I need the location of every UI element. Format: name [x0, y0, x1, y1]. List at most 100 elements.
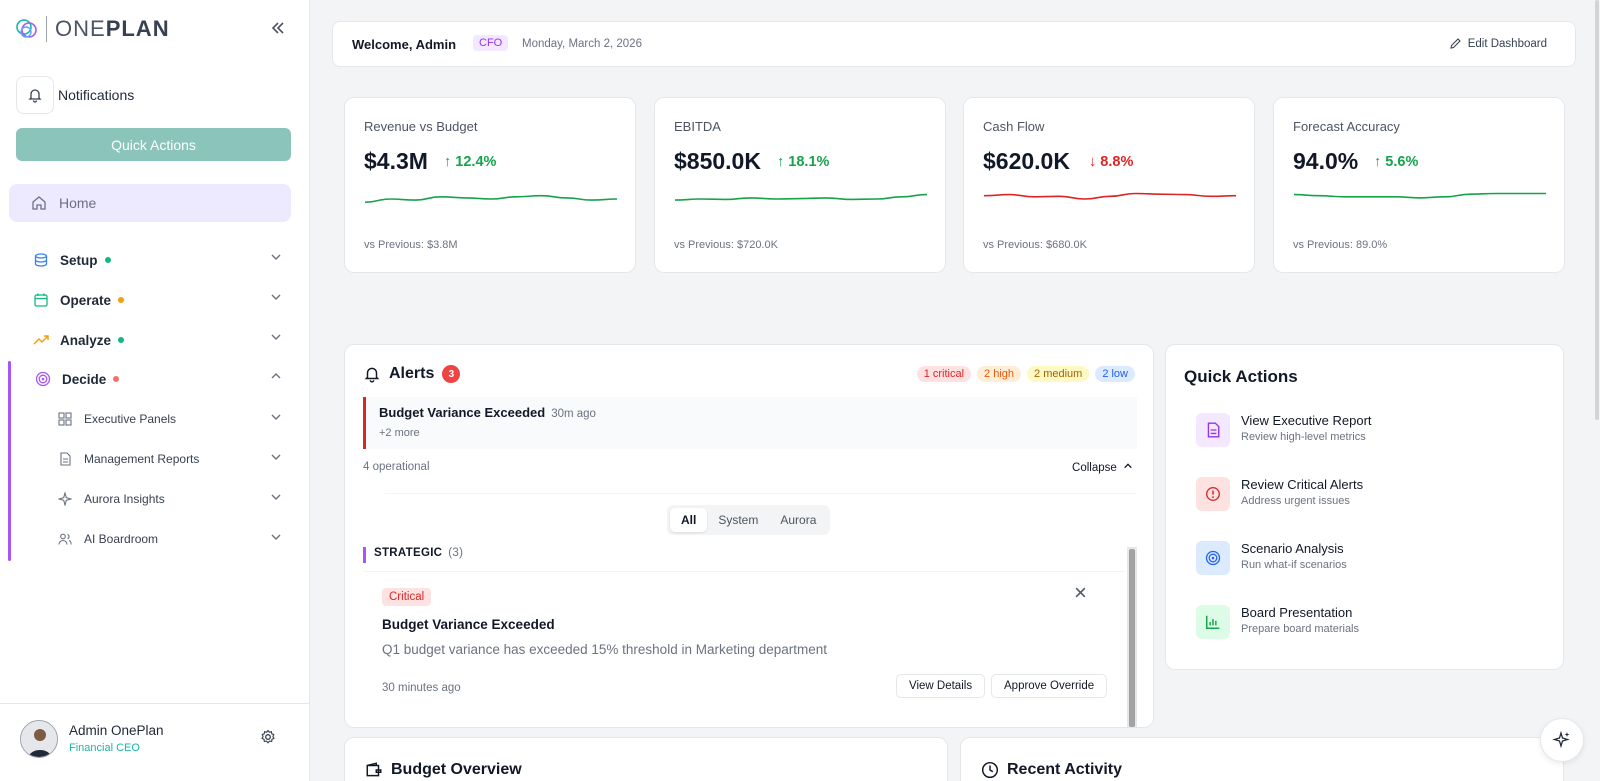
- home-icon: [32, 196, 46, 210]
- sidebar-subitem-label: Executive Panels: [84, 412, 177, 426]
- quick-actions-button[interactable]: Quick Actions: [16, 128, 291, 161]
- kpi-card-forecast-accuracy[interactable]: Forecast Accuracy 94.0% ↑ 5.6% vs Previo…: [1273, 97, 1565, 273]
- kpi-title: Revenue vs Budget: [364, 119, 478, 134]
- kpi-sparkline: [984, 192, 1236, 200]
- bell-icon: [364, 367, 380, 383]
- database-icon: [32, 251, 50, 269]
- kpi-card-revenue[interactable]: Revenue vs Budget $4.3M ↑ 12.4% vs Previ…: [344, 97, 636, 273]
- notifications-button[interactable]: Notifications: [16, 76, 134, 114]
- avatar[interactable]: [20, 720, 58, 758]
- recent-activity-panel: Recent Activity: [960, 737, 1564, 781]
- kpi-card-ebitda[interactable]: EBITDA $850.0K ↑ 18.1% vs Previous: $720…: [654, 97, 946, 273]
- users-icon: [56, 530, 74, 548]
- ai-assistant-button[interactable]: [1540, 718, 1584, 762]
- chevron-down-icon: [270, 411, 282, 426]
- kpi-value: $620.0K: [983, 148, 1070, 174]
- kpi-sparkline: [675, 193, 927, 201]
- user-profile: Admin OnePlan Financial CEO: [0, 703, 310, 781]
- status-dot: [118, 337, 125, 343]
- severity-tag: Critical: [382, 588, 432, 606]
- kpi-sparkline: [1294, 192, 1546, 199]
- kpi-change: ↑ 12.4%: [444, 154, 497, 170]
- bar-chart-icon: [1196, 605, 1230, 639]
- gear-icon: [261, 729, 275, 744]
- recent-activity-header: Recent Activity: [981, 761, 1122, 779]
- active-section-indicator: [8, 361, 11, 561]
- calendar-icon: [32, 291, 50, 309]
- sidebar-item-setup[interactable]: Setup: [32, 248, 282, 272]
- user-avatar-icon: [21, 721, 57, 757]
- sidebar-subitem-executive-panels[interactable]: Executive Panels: [56, 408, 282, 430]
- status-dot: [118, 297, 125, 303]
- sidebar-subitem-ai-boardroom[interactable]: AI Boardroom: [56, 528, 282, 550]
- arrow-up-icon: ↑: [1374, 154, 1382, 170]
- page-scrollbar[interactable]: [1594, 0, 1600, 781]
- dismiss-alert-button[interactable]: [1074, 586, 1087, 604]
- alerts-scrollbar[interactable]: [1127, 547, 1137, 727]
- pill-critical[interactable]: 1 critical: [916, 366, 972, 382]
- sidebar-subitem-label: Aurora Insights: [84, 492, 165, 506]
- kpi-change: ↑ 18.1%: [777, 154, 830, 170]
- document-icon: [56, 450, 74, 468]
- sidebar-subitem-management-reports[interactable]: Management Reports: [56, 448, 282, 470]
- quick-action-description: Run what-if scenarios: [1241, 559, 1347, 571]
- notifications-icon-box: [16, 76, 54, 114]
- kpi-card-cash-flow[interactable]: Cash Flow $620.0K ↓ 8.8% vs Previous: $6…: [963, 97, 1255, 273]
- sidebar-item-decide[interactable]: Decide: [34, 367, 282, 391]
- brand-logo[interactable]: ONEPLAN: [14, 16, 170, 42]
- filter-system[interactable]: System: [718, 513, 759, 527]
- alerts-title: Alerts: [389, 365, 435, 382]
- user-role: Financial CEO: [69, 742, 140, 754]
- chevron-down-icon: [270, 531, 282, 546]
- quick-actions-title: Quick Actions: [1184, 367, 1298, 386]
- user-name: Admin OnePlan: [69, 723, 164, 738]
- alert-group-header: STRATEGIC (3): [363, 547, 463, 563]
- pill-low[interactable]: 2 low: [1095, 366, 1135, 382]
- quick-action-executive-report[interactable]: View Executive Report Review high-level …: [1196, 411, 1536, 451]
- wallet-icon: [366, 762, 382, 777]
- sidebar-item-analyze[interactable]: Analyze: [32, 328, 282, 352]
- filter-aurora[interactable]: Aurora: [780, 513, 817, 527]
- sidebar-subitem-label: AI Boardroom: [84, 532, 159, 546]
- collapse-sidebar-button[interactable]: [270, 20, 286, 41]
- sidebar-item-home[interactable]: Home: [9, 184, 291, 222]
- view-details-button[interactable]: View Details: [896, 674, 986, 698]
- chevron-down-icon: [270, 291, 282, 306]
- pill-medium[interactable]: 2 medium: [1027, 366, 1090, 382]
- sidebar-subitem-aurora-insights[interactable]: Aurora Insights: [56, 488, 282, 510]
- logo-separator: [46, 16, 47, 42]
- alerts-count-badge: 3: [442, 365, 461, 383]
- budget-overview-title: Budget Overview: [391, 761, 522, 778]
- page-scrollbar-thumb[interactable]: [1595, 0, 1599, 420]
- collapse-alerts-button[interactable]: Collapse: [1072, 461, 1133, 474]
- header-bar: Welcome, Admin CFO Monday, March 2, 2026…: [332, 21, 1576, 67]
- chevron-down-icon: [270, 251, 282, 266]
- alert-card: Critical Budget Variance Exceeded Q1 bud…: [363, 571, 1125, 727]
- approve-override-button[interactable]: Approve Override: [991, 674, 1108, 698]
- edit-dashboard-button[interactable]: Edit Dashboard: [1449, 37, 1547, 50]
- alert-card-title: Budget Variance Exceeded: [382, 617, 555, 632]
- filter-all[interactable]: All: [670, 508, 708, 532]
- welcome-text: Welcome, Admin: [352, 37, 457, 52]
- pencil-icon: [1450, 38, 1461, 49]
- top-alert-row[interactable]: Budget Variance Exceeded 30m ago +2 more: [363, 397, 1137, 449]
- clock-icon: [981, 761, 999, 779]
- pill-high[interactable]: 2 high: [977, 366, 1022, 382]
- grid-icon: [56, 410, 74, 428]
- edit-dashboard-label: Edit Dashboard: [1467, 37, 1547, 50]
- bell-icon: [28, 89, 42, 103]
- alert-circle-icon: [1196, 477, 1230, 511]
- sidebar-item-operate[interactable]: Operate: [32, 288, 282, 312]
- quick-action-board-presentation[interactable]: Board Presentation Prepare board materia…: [1196, 603, 1536, 643]
- quick-action-scenario-analysis[interactable]: Scenario Analysis Run what-if scenarios: [1196, 539, 1536, 579]
- top-alert-time: 30m ago: [551, 408, 596, 420]
- settings-button[interactable]: [260, 729, 276, 750]
- scrollbar-thumb[interactable]: [1129, 549, 1135, 727]
- budget-overview-panel: Budget Overview: [344, 737, 948, 781]
- double-chevron-left-icon: [271, 22, 284, 34]
- kpi-sparkline: [365, 194, 617, 204]
- kpi-previous: vs Previous: $3.8M: [364, 239, 458, 251]
- quick-action-critical-alerts[interactable]: Review Critical Alerts Address urgent is…: [1196, 475, 1536, 515]
- quick-action-label: View Executive Report: [1241, 413, 1372, 428]
- quick-action-description: Review high-level metrics: [1241, 431, 1366, 443]
